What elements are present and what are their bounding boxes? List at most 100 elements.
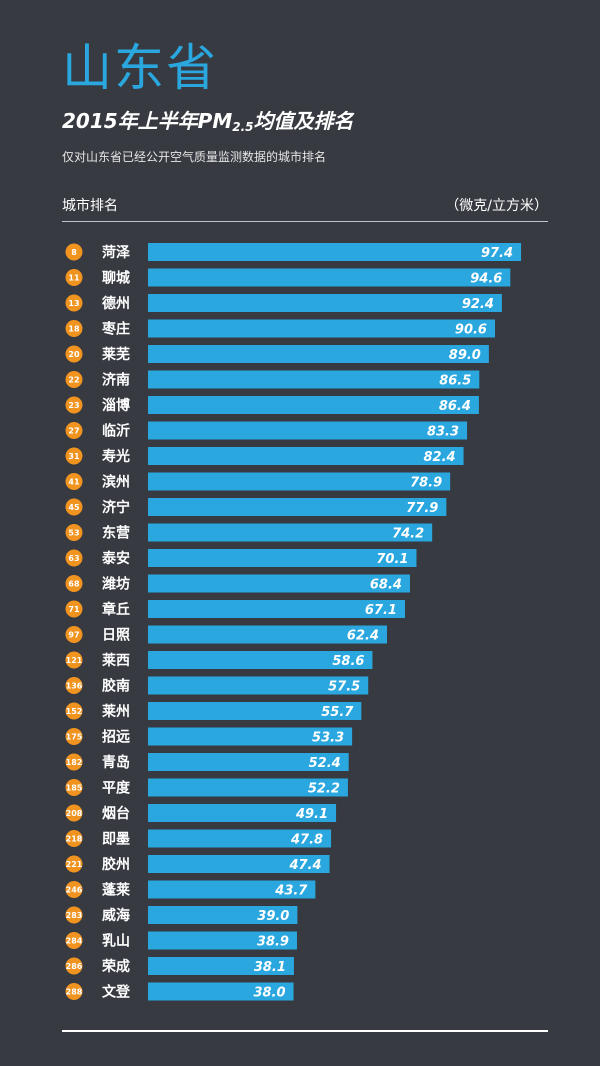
- value-label: 82.4: [424, 450, 456, 465]
- value-bar: [148, 447, 464, 465]
- value-bar: [148, 319, 495, 338]
- rank-label: 221: [66, 860, 83, 869]
- value-label: 86.5: [439, 374, 471, 389]
- rank-label: 20: [68, 350, 80, 359]
- column-header-unit: （微克/立方米）: [445, 198, 548, 214]
- city-label: 济宁: [102, 499, 130, 516]
- rank-badge: [65, 396, 83, 414]
- rank-label: 13: [68, 299, 79, 308]
- value-label: 74.2: [392, 527, 424, 542]
- value-label: 52.4: [309, 756, 341, 771]
- value-bar: [148, 702, 362, 720]
- rank-label: 121: [66, 656, 83, 665]
- value-label: 58.6: [332, 654, 364, 669]
- value-bar: [148, 396, 479, 414]
- city-label: 济南: [102, 372, 130, 389]
- city-label: 东营: [102, 525, 130, 542]
- city-label: 文登: [102, 984, 131, 1001]
- rank-badge: [65, 983, 83, 1000]
- value-label: 94.6: [470, 272, 502, 287]
- value-label: 90.6: [455, 323, 487, 338]
- rank-label: 283: [66, 911, 83, 920]
- rank-label: 152: [66, 707, 83, 716]
- value-label: 67.1: [365, 603, 397, 618]
- value-label: 78.9: [410, 476, 442, 491]
- rank-badge: [65, 702, 83, 720]
- chart-title: 2015年上半年PM2.5均值及排名: [62, 107, 354, 138]
- value-label: 47.4: [288, 858, 321, 873]
- rank-badge: [65, 906, 83, 924]
- rank-badge: [65, 422, 83, 439]
- rank-label: 97: [68, 631, 79, 640]
- rank-label: 22: [68, 376, 79, 385]
- rank-badge: [65, 524, 83, 541]
- rank-badge: [65, 779, 83, 796]
- city-label: 招远: [102, 729, 130, 746]
- title-pm: PM: [197, 109, 233, 133]
- rank-badge: [65, 830, 83, 847]
- rank-label: 8: [71, 248, 77, 257]
- city-label: 平度: [102, 780, 131, 797]
- city-label: 菏泽: [102, 244, 130, 261]
- rank-label: 185: [66, 784, 83, 793]
- city-label: 淄博: [102, 397, 130, 414]
- value-bar: [148, 931, 297, 950]
- city-label: 枣庄: [101, 321, 130, 338]
- value-bar: [148, 651, 373, 669]
- rank-badge: [65, 447, 83, 465]
- city-label: 烟台: [102, 805, 130, 822]
- rank-badge: [65, 549, 83, 567]
- rank-label: 246: [66, 886, 83, 895]
- value-bar: [148, 804, 337, 822]
- city-label: 临沂: [102, 423, 130, 440]
- rank-label: 286: [66, 962, 83, 971]
- chart-subtitle: 仅对山东省已经公开空气质量监测数据的城市排名: [62, 150, 327, 164]
- city-label: 日照: [102, 628, 130, 644]
- rank-badge: [65, 320, 83, 337]
- value-label: 68.4: [370, 578, 402, 593]
- value-label: 89.0: [449, 348, 481, 363]
- rank-label: 31: [68, 452, 80, 461]
- rank-label: 284: [66, 937, 83, 946]
- rank-label: 63: [68, 554, 79, 563]
- value-bar: [148, 676, 369, 695]
- rank-badge: [65, 932, 83, 949]
- value-bar: [148, 880, 316, 899]
- title-pm-subscript: 2.5: [232, 120, 254, 134]
- value-bar: [148, 549, 417, 567]
- value-label: 86.4: [439, 399, 471, 414]
- value-bar: [148, 472, 451, 491]
- rank-label: 68: [68, 580, 80, 589]
- city-label: 莱芜: [102, 346, 130, 363]
- value-bar: [148, 421, 468, 440]
- rank-label: 27: [68, 427, 79, 436]
- title-prefix: 2015年上半年: [62, 109, 198, 133]
- value-bar: [148, 829, 332, 848]
- header-divider: [62, 221, 548, 222]
- rank-label: 11: [68, 274, 80, 283]
- value-bar: [148, 753, 349, 771]
- value-bar: [148, 523, 433, 542]
- rank-label: 41: [68, 478, 80, 487]
- value-label: 49.1: [295, 807, 328, 822]
- value-label: 47.8: [290, 833, 323, 848]
- value-label: 57.5: [328, 680, 360, 695]
- rank-badge: [65, 804, 83, 822]
- city-label: 荣成: [101, 958, 130, 975]
- rank-badge: [65, 294, 83, 312]
- value-label: 52.2: [308, 782, 340, 797]
- footer-divider: [62, 1030, 548, 1032]
- value-bar: [148, 982, 294, 1001]
- rank-badge: [65, 575, 83, 592]
- province-title: 山东省: [62, 39, 218, 97]
- city-label: 聊城: [102, 270, 130, 287]
- value-bar: [148, 727, 353, 746]
- city-label: 威海: [102, 907, 130, 924]
- rank-badge: [65, 881, 83, 898]
- value-bar: [148, 778, 348, 797]
- city-label: 德州: [102, 295, 130, 312]
- value-bar: [148, 906, 298, 924]
- rank-label: 23: [68, 401, 79, 410]
- rank-badge: [65, 345, 83, 363]
